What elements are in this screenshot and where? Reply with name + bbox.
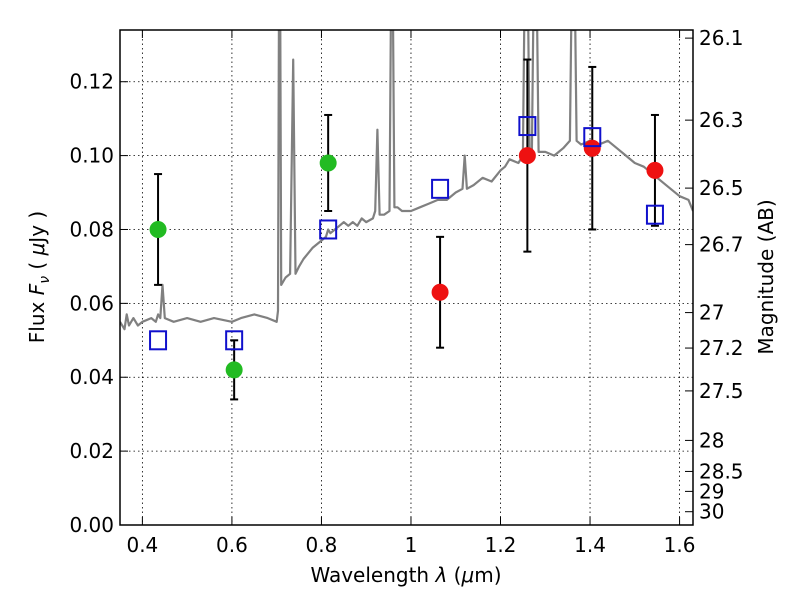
magnitude-tick-label: 27.5 bbox=[699, 379, 744, 403]
red-observed-point bbox=[583, 139, 601, 157]
x-tick-label: 0.4 bbox=[126, 533, 158, 557]
y-tick-label: 0.12 bbox=[69, 70, 114, 94]
model-photometry-square bbox=[645, 204, 664, 225]
y2-axis-label: Magnitude (AB) bbox=[754, 199, 778, 354]
model-photometry-square bbox=[149, 330, 168, 351]
data-markers bbox=[149, 116, 664, 379]
magnitude-tick-label: 27.2 bbox=[699, 336, 744, 360]
red-observed-point bbox=[431, 283, 449, 301]
x-tick-label: 1.6 bbox=[664, 533, 696, 557]
model-photometry-square bbox=[431, 178, 450, 199]
magnitude-tick-label: 28 bbox=[699, 428, 724, 452]
y-tick-label: 0.02 bbox=[69, 439, 114, 463]
plot-frame bbox=[119, 29, 694, 526]
model-photometry-square bbox=[319, 219, 338, 240]
green-observed-point bbox=[225, 361, 243, 379]
y-axis-label: Flux Fν ( μJy ) bbox=[25, 211, 53, 343]
y-tick-label: 0.04 bbox=[69, 365, 114, 389]
x-tick-label: 1.4 bbox=[574, 533, 606, 557]
green-observed-point bbox=[149, 220, 167, 238]
magnitude-tick-label: 26.7 bbox=[699, 233, 744, 257]
x-tick-label: 1.2 bbox=[485, 533, 517, 557]
model-photometry-square bbox=[518, 116, 537, 137]
red-observed-point bbox=[518, 147, 536, 165]
y-tick-label: 0.08 bbox=[69, 217, 114, 241]
x-tick-label: 0.6 bbox=[216, 533, 248, 557]
magnitude-tick-label: 28.5 bbox=[699, 459, 744, 483]
green-observed-point bbox=[319, 154, 337, 172]
y-tick-label: 0.00 bbox=[69, 513, 114, 537]
magnitude-tick-label: 26.1 bbox=[699, 26, 744, 50]
magnitude-tick-label: 29 bbox=[699, 479, 724, 503]
x-tick-label: 1 bbox=[405, 533, 418, 557]
magnitude-tick-label: 26.3 bbox=[699, 108, 744, 132]
y-tick-label: 0.06 bbox=[69, 291, 114, 315]
model-photometry-square bbox=[225, 330, 244, 351]
x-axis-label: Wavelength λ (μm) bbox=[310, 563, 501, 587]
model-spectrum bbox=[120, 30, 693, 331]
y-tick-label: 0.10 bbox=[69, 144, 114, 168]
model-photometry-square bbox=[583, 127, 602, 148]
axis-ticks: 0.4 0.6 0.8 1 1.2 1.4 1.6 0.00 0.02 0.04 0.06 0.08 0… bbox=[69, 26, 743, 557]
x-tick-label: 0.8 bbox=[306, 533, 338, 557]
red-observed-point bbox=[646, 161, 664, 179]
magnitude-tick-label: 27 bbox=[699, 301, 724, 325]
magnitude-tick-label: 30 bbox=[699, 500, 724, 524]
grid bbox=[120, 30, 693, 526]
model-spectrum-line bbox=[120, 30, 693, 331]
magnitude-tick-label: 26.5 bbox=[699, 176, 744, 200]
